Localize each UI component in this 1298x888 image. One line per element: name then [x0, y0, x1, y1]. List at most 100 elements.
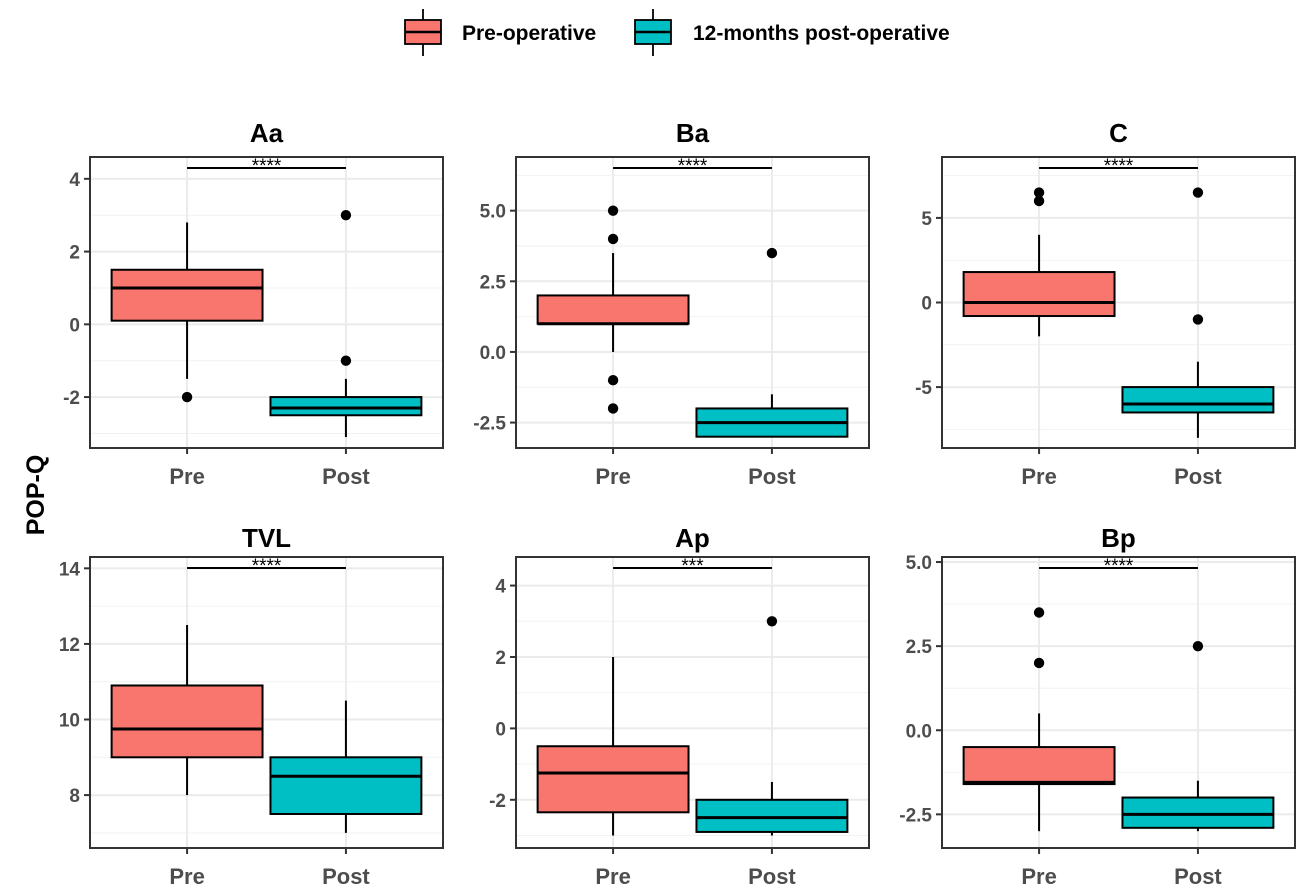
panel-title: Bp	[1101, 523, 1136, 553]
legend-label: 12-months post-operative	[693, 22, 950, 45]
box-iqr	[695, 798, 849, 833]
panel-c: **** C -5 0 5 Pre Post	[915, 118, 1296, 489]
outlier-point	[1033, 657, 1045, 669]
panel-ba: **** Ba -2.5 0.0 2.5 5.0 Pre Post	[473, 118, 870, 489]
y-tick-label: -2	[489, 791, 506, 812]
y-tick-label: 8	[69, 786, 80, 807]
significance-label: ****	[1104, 556, 1134, 577]
outlier-point	[340, 355, 352, 366]
y-tick-label: -5	[915, 378, 932, 399]
y-tick-label: -2.5	[473, 414, 506, 435]
box-iqr	[962, 746, 1116, 786]
significance-label: ***	[681, 556, 704, 577]
x-tick-label: Pre	[169, 464, 204, 489]
outlier-point	[1033, 187, 1045, 198]
y-tick-label: 4	[495, 577, 506, 598]
outlier-point	[1192, 314, 1204, 325]
x-tick-label: Pre	[169, 864, 204, 888]
panel-border	[89, 156, 444, 449]
box-pre	[962, 607, 1116, 832]
panels: **** Aa -2 0 2 4 Pre Post **** Ba -2.5 0.0 2.5 5.0 Pre…	[59, 118, 1296, 888]
significance-label: ****	[678, 156, 708, 177]
panel-border	[515, 156, 870, 449]
panel-aa: **** Aa -2 0 2 4 Pre Post	[63, 118, 444, 489]
x-tick-label: Pre	[595, 864, 630, 888]
y-tick-label: 10	[59, 711, 80, 732]
outlier-point	[1033, 195, 1045, 207]
box-pre	[110, 222, 264, 403]
box-pre	[536, 656, 690, 836]
panel-title: Ba	[676, 118, 710, 148]
box-post	[269, 700, 423, 833]
outlier-point	[1192, 187, 1204, 198]
x-tick-label: Post	[748, 464, 796, 489]
legend-label: Pre-operative	[462, 22, 596, 45]
y-tick-label: 2.5	[906, 637, 933, 658]
y-tick-label: 2	[495, 648, 506, 669]
box-post	[1121, 187, 1275, 438]
box-post	[695, 247, 849, 438]
y-axis-label: POP-Q	[22, 455, 50, 536]
panel-border	[89, 556, 444, 849]
outlier-point	[1192, 640, 1204, 652]
significance-label: ****	[1104, 156, 1134, 177]
outlier-point	[607, 374, 619, 386]
x-tick-label: Pre	[595, 464, 630, 489]
legend: Pre-operative 12-months post-operative	[404, 9, 950, 56]
y-tick-label: 2.5	[480, 272, 507, 293]
panel-title: TVL	[242, 523, 291, 553]
outlier-point	[607, 233, 619, 245]
panel-title: Ap	[675, 523, 710, 553]
y-tick-label: -2.5	[899, 805, 932, 826]
y-tick-label: 0	[921, 294, 932, 315]
y-tick-label: -2	[63, 388, 80, 409]
box-iqr	[269, 396, 423, 417]
panel-border	[941, 556, 1296, 849]
box-iqr	[962, 271, 1116, 318]
y-tick-label: 4	[69, 170, 80, 191]
legend-key	[404, 9, 442, 56]
legend-key	[634, 9, 672, 56]
y-tick-label: 0.0	[906, 721, 932, 742]
significance-label: ****	[252, 556, 282, 577]
panel-title: Aa	[250, 118, 284, 148]
x-tick-label: Post	[1174, 464, 1222, 489]
y-tick-label: 2	[69, 243, 80, 264]
panel-title: C	[1109, 118, 1128, 148]
box-iqr	[1121, 796, 1275, 829]
y-tick-label: 5.0	[480, 202, 506, 223]
x-tick-label: Post	[322, 464, 370, 489]
box-pre	[536, 205, 690, 414]
box-iqr	[269, 756, 423, 815]
box-iqr	[536, 745, 690, 814]
outlier-point	[1033, 607, 1045, 618]
outlier-point	[607, 205, 619, 216]
y-tick-label: 0	[495, 719, 506, 740]
outlier-point	[766, 616, 778, 627]
y-tick-label: 0.0	[480, 343, 506, 364]
y-tick-label: 12	[59, 635, 80, 656]
panel-ap: *** Ap -2 0 2 4 Pre Post	[489, 523, 870, 888]
x-tick-label: Pre	[1021, 864, 1056, 888]
box-iqr	[536, 294, 690, 325]
legend-item: Pre-operative	[404, 9, 596, 56]
legend-item: 12-months post-operative	[634, 9, 950, 56]
x-tick-label: Post	[1174, 864, 1222, 888]
outlier-point	[181, 391, 193, 403]
panel-border	[515, 556, 870, 849]
box-post	[269, 210, 423, 438]
x-tick-label: Post	[748, 864, 796, 888]
y-tick-label: 5	[921, 209, 932, 230]
outlier-point	[340, 210, 352, 221]
panel-bp: **** Bp -2.5 0.0 2.5 5.0 Pre Post	[899, 523, 1296, 888]
box-post	[695, 616, 849, 836]
box-pre	[962, 187, 1116, 337]
box-iqr	[110, 684, 264, 759]
box-iqr	[1121, 386, 1275, 414]
box-post	[1121, 640, 1275, 832]
x-tick-label: Pre	[1021, 464, 1056, 489]
panel-tvl: **** TVL 8 10 12 14 Pre Post	[59, 523, 444, 888]
box-pre	[110, 625, 264, 796]
box-iqr	[110, 268, 264, 322]
